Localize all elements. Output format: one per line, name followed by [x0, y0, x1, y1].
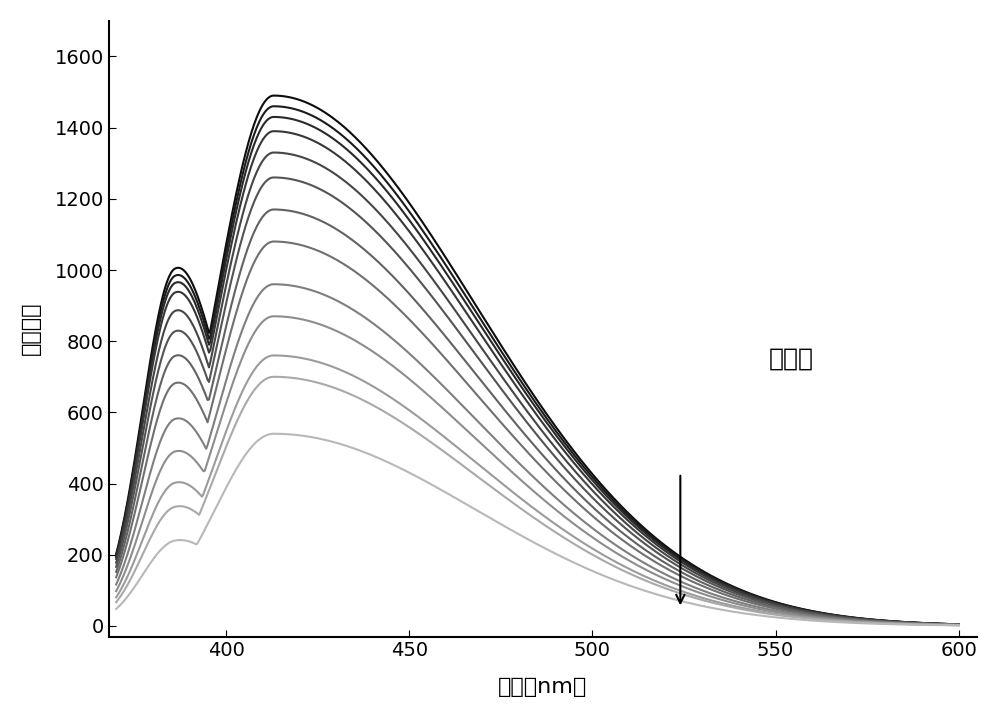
Y-axis label: 荧光强度: 荧光强度: [21, 302, 41, 355]
X-axis label: 波长（nm）: 波长（nm）: [498, 677, 588, 697]
Text: 甲础呧: 甲础呧: [768, 347, 813, 371]
